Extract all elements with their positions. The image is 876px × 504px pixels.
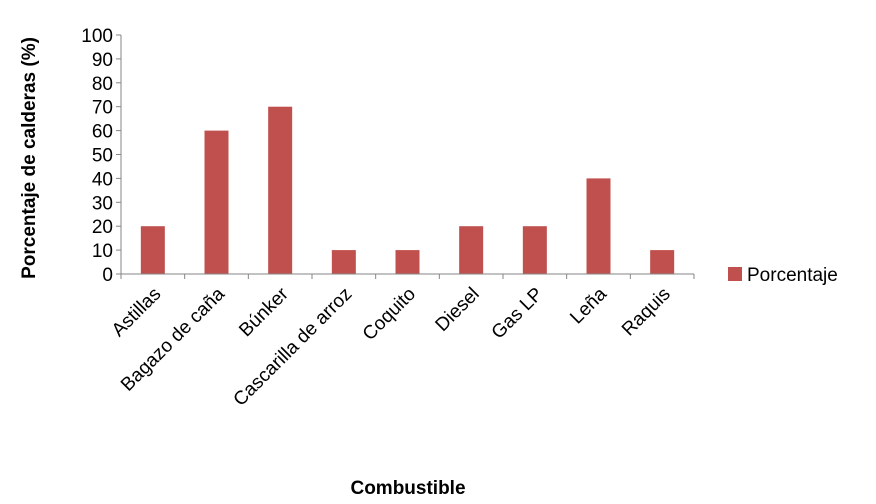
bar	[522, 226, 547, 274]
y-tick-label: 0	[102, 265, 113, 286]
y-tick-label: 80	[92, 74, 113, 95]
x-tick-label: Cascarilla de arroz	[230, 284, 357, 411]
y-tick-label: 50	[92, 146, 113, 167]
y-tick-label: 20	[92, 217, 113, 238]
y-axis-title-group: Porcentaje de calderas (%)	[19, 37, 40, 279]
y-tick-label: 30	[92, 193, 113, 214]
bar	[268, 106, 293, 274]
x-tick-label: Búnker	[235, 283, 293, 341]
y-tick-label: 100	[81, 26, 113, 47]
bar	[395, 250, 420, 274]
y-tick-label: 10	[92, 241, 113, 262]
bar	[331, 250, 356, 274]
y-tick-label: 60	[92, 122, 113, 143]
x-tick-label: Diesel	[432, 284, 484, 336]
bar	[204, 130, 229, 274]
x-tick-label: Astillas	[108, 284, 165, 341]
y-axis-title: Porcentaje de calderas (%)	[19, 37, 40, 279]
y-tick-label: 90	[92, 50, 113, 71]
x-tick-label: Gas LP	[488, 284, 548, 344]
x-tick-label: Coquito	[359, 284, 420, 345]
x-axis-title: Combustible	[350, 478, 465, 499]
bar	[140, 226, 165, 274]
bar	[459, 226, 484, 274]
legend-label: Porcentaje	[747, 265, 838, 286]
legend: Porcentaje	[728, 265, 838, 286]
legend-swatch	[728, 267, 742, 281]
y-tick-label: 40	[92, 169, 113, 190]
x-tick-label: Raquis	[618, 284, 675, 341]
bars	[140, 106, 675, 274]
x-tick-label: Leña	[566, 283, 611, 328]
bar	[650, 250, 675, 274]
y-tick-label: 70	[92, 98, 113, 119]
x-axis	[120, 273, 695, 279]
bar	[586, 178, 611, 274]
